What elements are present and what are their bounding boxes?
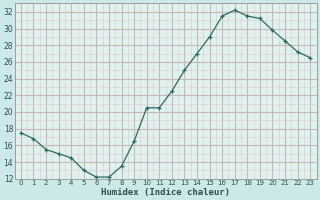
- X-axis label: Humidex (Indice chaleur): Humidex (Indice chaleur): [101, 188, 230, 197]
